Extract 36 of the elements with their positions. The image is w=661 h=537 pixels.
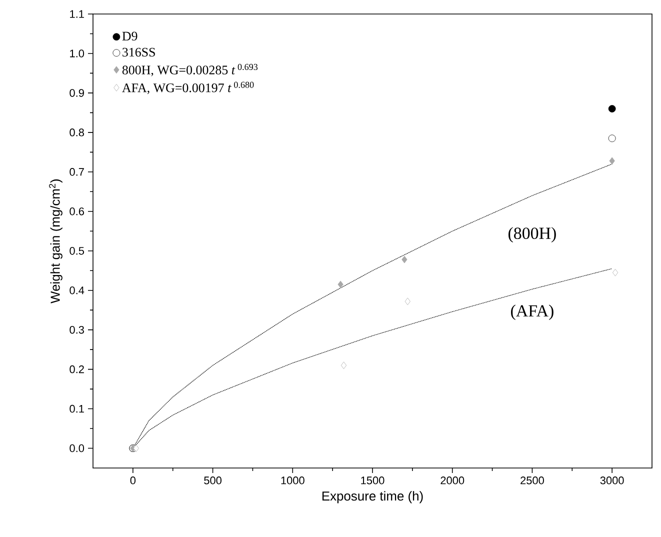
y-tick-label: 0.5 — [70, 247, 84, 255]
y-tick-label: 0.3 — [70, 326, 84, 334]
y-tick-label: 0.0 — [70, 444, 84, 452]
point — [402, 256, 408, 264]
point — [338, 280, 344, 288]
y-tick-label: 0.2 — [70, 365, 84, 374]
point — [612, 268, 618, 276]
y-tick-label: 0.4 — [70, 286, 84, 294]
x-tick-label: 1500 — [361, 476, 384, 484]
y-tick-label: 1.1 — [70, 10, 84, 18]
y-tick-label: 0.6 — [70, 208, 84, 216]
x-tick-label: 0 — [130, 476, 136, 484]
annotation: (AFA) — [511, 304, 554, 320]
annotation: (800H) — [508, 227, 556, 242]
x-tick-label: 2000 — [440, 476, 464, 484]
point — [133, 444, 139, 452]
x-tick-label: 3000 — [600, 476, 624, 484]
point — [340, 362, 347, 370]
y-tick-label: 0.9 — [70, 89, 84, 97]
y-axis-title: Weight gain (mg/cm$^{2}$) — [49, 179, 62, 304]
legend-label: 800H, WG=0.00285 t $^{0.693}$ — [122, 64, 258, 76]
x-tick-label: 500 — [204, 476, 222, 484]
x-axis-title: Exposure time (h) — [322, 491, 423, 504]
y-tick-label: 0.7 — [70, 168, 84, 176]
y-tick-label: 0.8 — [70, 128, 84, 136]
y-tick-label: 0.1 — [70, 404, 84, 413]
legend-label: 316SS — [122, 48, 155, 57]
point — [404, 298, 410, 306]
point — [609, 157, 615, 165]
legend-label: D9 — [122, 32, 138, 40]
y-tick-label: 1.0 — [70, 50, 84, 58]
x-tick-label: 1000 — [281, 476, 304, 484]
legend-label: AFA, WG=0.00197 t $^{0.680}$ — [122, 82, 254, 94]
x-tick-label: 2500 — [520, 476, 544, 484]
point — [608, 105, 616, 112]
point — [608, 134, 616, 142]
